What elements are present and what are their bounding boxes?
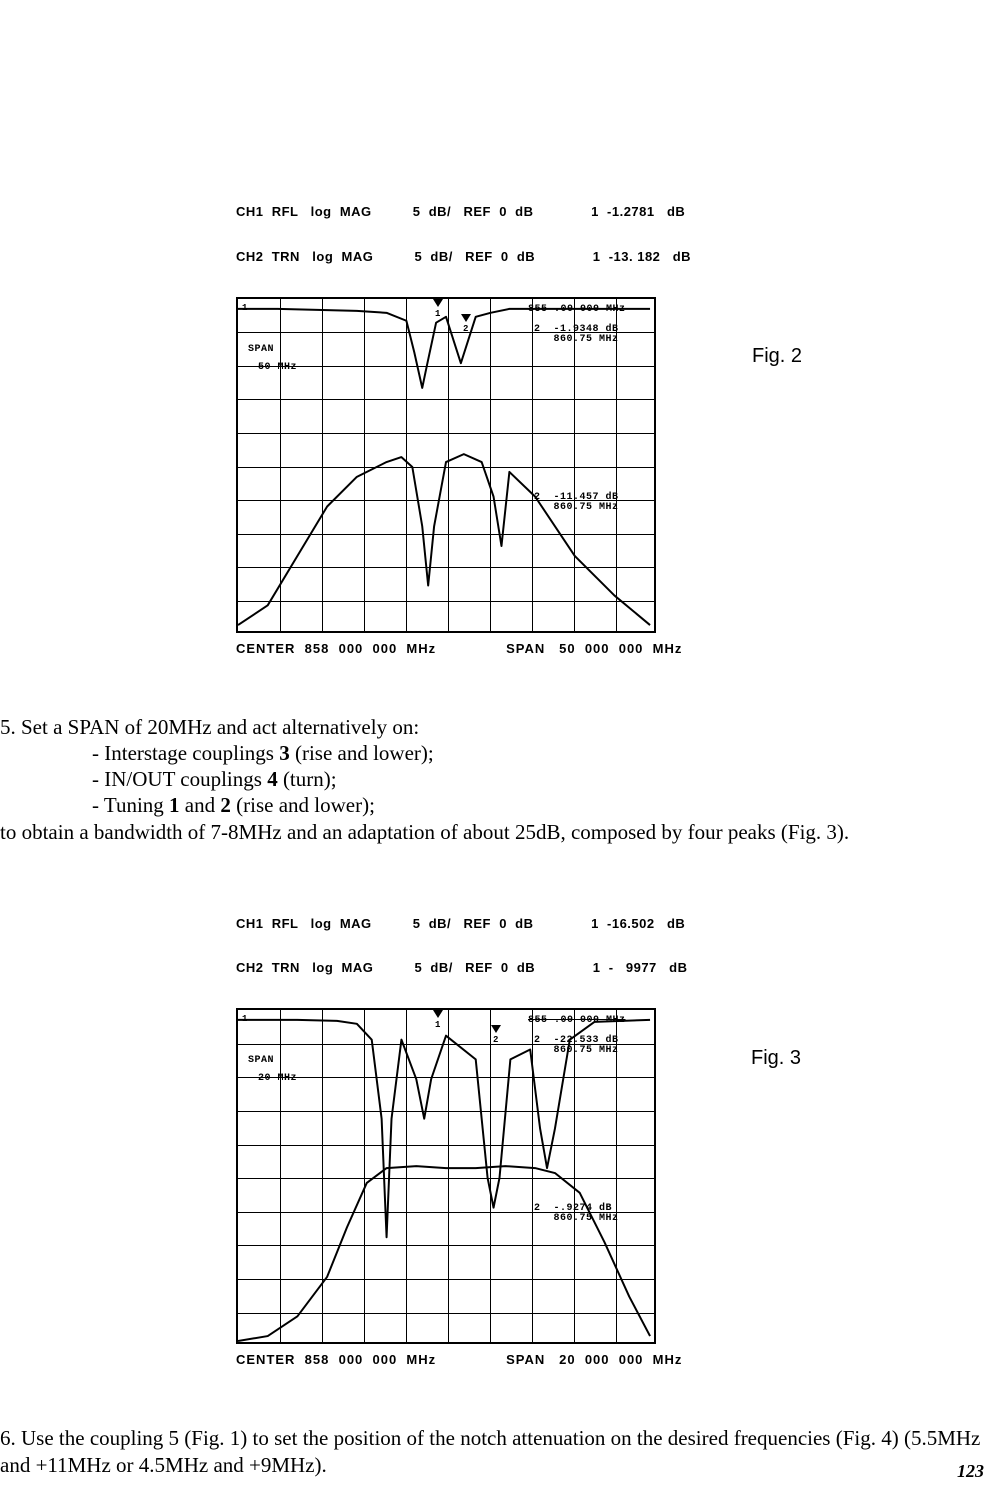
figure-2-block: CH1 RFL log MAG 5 dB/ REF 0 dB 1 -1.2781… bbox=[0, 175, 1004, 656]
figure-2-span-label: SPAN bbox=[248, 345, 274, 355]
figure-3-block: CH1 RFL log MAG 5 dB/ REF 0 dB 1 -16.502… bbox=[0, 887, 1004, 1368]
figure-2-chart: 12SPAN50 MHz855 .00 000 MHz2 -1.9348 dB … bbox=[236, 297, 656, 633]
figure-3-header: CH1 RFL log MAG 5 dB/ REF 0 dB 1 -16.502… bbox=[236, 887, 698, 1007]
figure-3-span-label: SPAN bbox=[248, 1056, 274, 1066]
step-5-item-1: - Interstage couplings 3 (rise and lower… bbox=[0, 740, 1004, 766]
figure-2-top-right-freq: 855 .00 000 MHz bbox=[528, 305, 626, 315]
figure-2-header: CH1 RFL log MAG 5 dB/ REF 0 dB 1 -1.2781… bbox=[236, 175, 698, 295]
step-5-text: 5. Set a SPAN of 20MHz and act alternati… bbox=[0, 714, 1004, 845]
step-5-lead: 5. Set a SPAN of 20MHz and act alternati… bbox=[0, 714, 1004, 740]
figure-3-marker-2-lower: 2 -.9274 dB 860.75 MHz bbox=[534, 1204, 619, 1224]
figure-2-span: SPAN 50 000 000 MHz bbox=[506, 641, 682, 656]
figure-3-span: SPAN 20 000 000 MHz bbox=[506, 1352, 682, 1367]
step-6-text: 6. Use the coupling 5 (Fig. 1) to set th… bbox=[0, 1425, 1004, 1478]
step-5-item-3: - Tuning 1 and 2 (rise and lower); bbox=[0, 792, 1004, 818]
page: CH1 RFL log MAG 5 dB/ REF 0 dB 1 -1.2781… bbox=[0, 0, 1004, 1502]
figure-2-header-line2: CH2 TRN log MAG 5 dB/ REF 0 dB 1 -13. 18… bbox=[236, 250, 698, 265]
figure-2-center-freq: CENTER 858 000 000 MHz bbox=[236, 641, 436, 656]
figure-3-chart-wrap: CH1 RFL log MAG 5 dB/ REF 0 dB 1 -16.502… bbox=[236, 887, 698, 1368]
figure-3-caption: Fig. 3 bbox=[751, 1047, 801, 1070]
figure-3-center-freq: CENTER 858 000 000 MHz bbox=[236, 1352, 436, 1367]
figure-3-header-line1: CH1 RFL log MAG 5 dB/ REF 0 dB 1 -16.502… bbox=[236, 917, 698, 932]
figure-2-marker-2-lower: 2 -11.457 dB 860.75 MHz bbox=[534, 493, 619, 513]
figure-2-chart-wrap: CH1 RFL log MAG 5 dB/ REF 0 dB 1 -1.2781… bbox=[236, 175, 698, 656]
figure-3-header-line2: CH2 TRN log MAG 5 dB/ REF 0 dB 1 - 9977 … bbox=[236, 961, 698, 976]
page-number: 123 bbox=[957, 1461, 984, 1482]
figure-3-chart: 12SPAN20 MHz855 .00 000 MHz2 -22.533 dB … bbox=[236, 1008, 656, 1344]
figure-2-footer: CENTER 858 000 000 MHz SPAN 50 000 000 M… bbox=[236, 641, 698, 656]
figure-2-header-line1: CH1 RFL log MAG 5 dB/ REF 0 dB 1 -1.2781… bbox=[236, 205, 698, 220]
step-6-body: 6. Use the coupling 5 (Fig. 1) to set th… bbox=[0, 1425, 1004, 1478]
figure-3-marker-2-upper: 2 -22.533 dB 860.75 MHz bbox=[534, 1036, 619, 1056]
figure-3-span-value: 20 MHz bbox=[258, 1074, 297, 1084]
figure-3-footer: CENTER 858 000 000 MHz SPAN 20 000 000 M… bbox=[236, 1352, 698, 1367]
figure-3-top-right-freq: 855 .00 000 MHz bbox=[528, 1016, 626, 1026]
figure-2-caption: Fig. 2 bbox=[752, 345, 802, 368]
step-5-item-2: - IN/OUT couplings 4 (turn); bbox=[0, 766, 1004, 792]
figure-2-span-value: 50 MHz bbox=[258, 363, 297, 373]
figure-2-marker-2-upper: 2 -1.9348 dB 860.75 MHz bbox=[534, 325, 619, 345]
step-5-tail: to obtain a bandwidth of 7-8MHz and an a… bbox=[0, 819, 1004, 845]
